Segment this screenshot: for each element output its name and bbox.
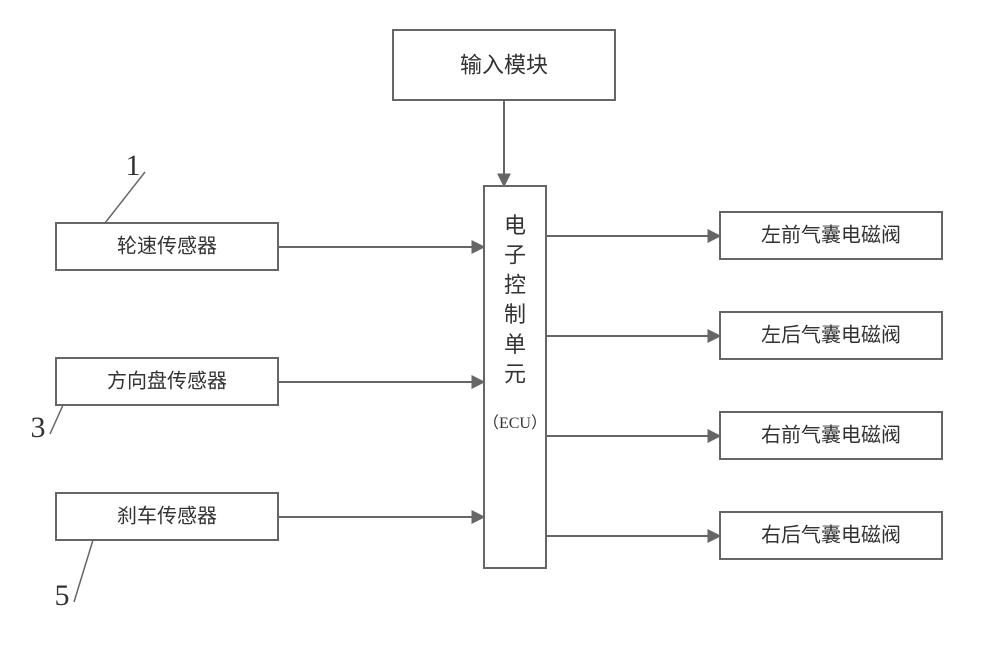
- node-ecu: 电子控制单元 （ECU）: [483, 186, 547, 568]
- node-valve_rl: 左后气囊电磁阀: [720, 312, 942, 359]
- node-label-ecu: 电: [504, 213, 526, 238]
- node-label-ecu: 控: [504, 272, 526, 297]
- node-label-valve_fl: 左前气囊电磁阀: [761, 224, 901, 247]
- node-label-ecu: 制: [504, 302, 526, 327]
- annotation-label-n1: 1: [126, 149, 141, 182]
- node-wheel_sensor: 轮速传感器: [56, 223, 278, 270]
- node-label-valve_rr: 右后气囊电磁阀: [761, 524, 901, 547]
- annotation-n3: 3: [31, 405, 64, 444]
- node-label-wheel_sensor: 轮速传感器: [117, 235, 217, 258]
- annotation-label-n3: 3: [31, 411, 46, 444]
- node-valve_rr: 右后气囊电磁阀: [720, 512, 942, 559]
- node-label-valve_fr: 右前气囊电磁阀: [761, 424, 901, 447]
- node-label-brake_sensor: 刹车传感器: [117, 505, 217, 528]
- node-steer_sensor: 方向盘传感器: [56, 358, 278, 405]
- node-label-ecu: 元: [504, 362, 526, 387]
- node-input_module: 输入模块: [393, 30, 615, 100]
- annotation-label-n5: 5: [55, 579, 70, 612]
- node-brake_sensor: 刹车传感器: [56, 493, 278, 540]
- node-sublabel-ecu: （ECU）: [483, 414, 547, 432]
- annotation-n1: 1: [105, 149, 145, 223]
- node-valve_fl: 左前气囊电磁阀: [720, 212, 942, 259]
- node-label-ecu: 单: [504, 332, 526, 357]
- node-valve_fr: 右前气囊电磁阀: [720, 412, 942, 459]
- node-label-valve_rl: 左后气囊电磁阀: [761, 324, 901, 347]
- annotation-n5: 5: [55, 540, 94, 612]
- node-label-ecu: 子: [504, 243, 526, 268]
- node-label-steer_sensor: 方向盘传感器: [107, 370, 227, 393]
- node-label-input_module: 输入模块: [460, 53, 548, 78]
